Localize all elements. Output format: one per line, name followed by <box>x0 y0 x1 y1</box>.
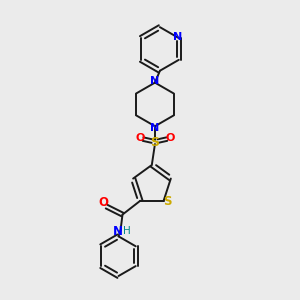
Text: N: N <box>112 225 122 238</box>
Text: O: O <box>135 133 145 143</box>
Text: N: N <box>150 76 160 85</box>
Text: N: N <box>173 32 182 42</box>
Text: N: N <box>150 123 160 133</box>
Text: H: H <box>123 226 130 236</box>
Text: O: O <box>99 196 109 209</box>
Text: O: O <box>165 133 175 143</box>
Text: S: S <box>151 136 160 148</box>
Text: S: S <box>163 195 172 208</box>
